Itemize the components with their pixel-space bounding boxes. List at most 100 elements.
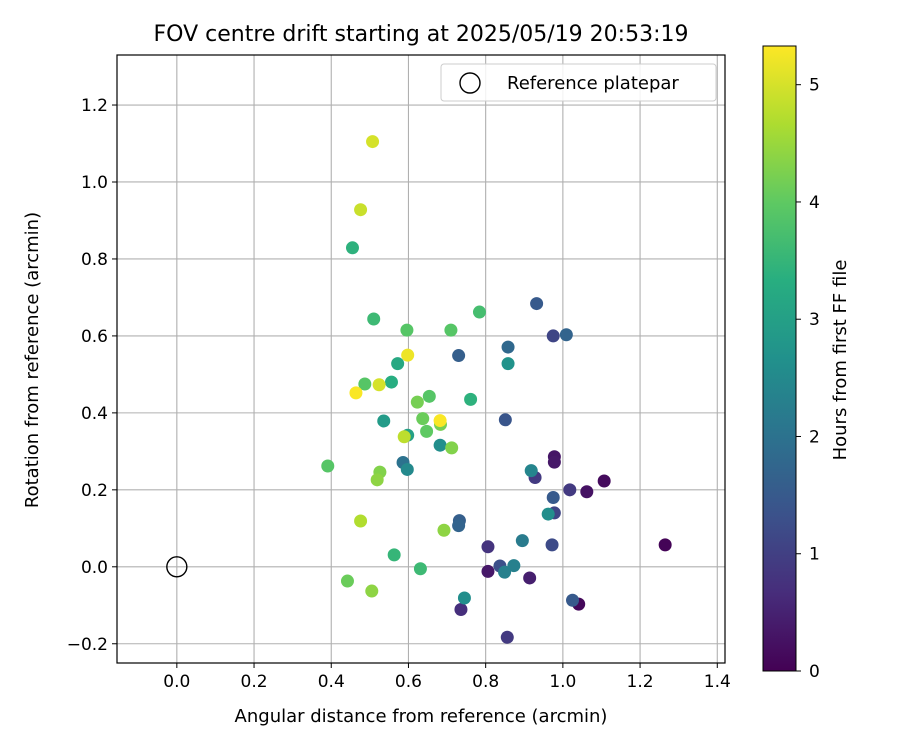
data-point [377,414,391,428]
data-point [384,375,398,389]
grid [117,55,725,663]
colorbar-ticks: 0 1 2 3 4 5 [796,76,820,682]
y-tick-label: 1.0 [81,173,108,193]
data-point [349,386,363,400]
y-axis-ticks: −0.2 0.0 0.2 0.4 0.6 0.8 1.0 1.2 [67,96,117,655]
colorbar-label: Hours from first FF file [830,260,851,461]
x-tick-label: 1.0 [549,672,576,692]
data-point [452,349,466,363]
y-tick-label: 0.6 [81,327,108,347]
y-tick-label: 1.2 [81,96,108,116]
data-point [370,473,384,487]
data-point [401,348,415,362]
data-point [444,323,458,337]
data-point [410,395,424,409]
chart-title: FOV centre drift starting at 2025/05/19 … [154,22,689,47]
data-point [515,534,529,548]
data-point [498,413,512,427]
data-point [501,357,515,371]
data-point [372,378,386,392]
y-tick-label: 0.0 [81,558,108,578]
reference-point [166,556,188,578]
data-point [500,630,514,644]
data-point [454,603,468,617]
legend: Reference platepar [440,63,717,102]
data-point [658,538,672,552]
x-tick-label: 0.4 [318,672,345,692]
data-point [563,483,577,497]
data-point [457,591,471,605]
data-point [433,438,447,452]
x-axis-ticks: 0.0 0.2 0.4 0.6 0.8 1.0 1.2 1.4 [163,663,731,692]
x-tick-label: 0.0 [163,672,190,692]
data-point [400,462,414,476]
data-point [365,584,379,598]
data-point [397,430,411,444]
data-point [354,514,368,528]
data-point [400,323,414,337]
colorbar-tick-label: 2 [809,427,820,447]
y-tick-label: 0.8 [81,250,108,270]
data-point [524,464,538,478]
data-point [545,538,559,552]
data-point [366,135,380,149]
colorbar-tick-label: 3 [809,310,820,330]
data-point [416,412,430,426]
colorbar-gradient [762,45,797,672]
data-point [566,593,580,607]
y-tick-label: 0.4 [81,404,108,424]
data-point [530,297,544,311]
data-points [321,135,672,644]
data-point [413,562,427,576]
data-point [345,241,359,255]
data-point [321,459,335,473]
data-point [391,357,405,371]
data-point [546,491,560,505]
data-point [507,559,521,573]
data-point [340,574,354,588]
data-point [445,441,459,455]
colorbar-tick-label: 1 [809,545,820,565]
data-point [498,565,512,579]
data-point [481,540,495,554]
plot-frame [116,54,726,664]
data-point [422,389,436,403]
colorbar: 0 1 2 3 4 5 Hours from first FF file [762,45,851,682]
data-point [437,523,451,537]
y-axis-label: Rotation from reference (arcmin) [22,212,43,508]
data-point [358,377,372,391]
y-tick-label: −0.2 [67,635,108,655]
data-point [472,305,486,319]
colorbar-tick-label: 5 [809,76,820,96]
data-point [464,392,478,406]
x-tick-label: 0.6 [395,672,422,692]
data-point [387,548,401,562]
x-axis-label: Angular distance from reference (arcmin) [235,706,608,727]
colorbar-tick-label: 4 [809,193,820,213]
data-point [523,571,537,585]
data-point [546,329,560,343]
legend-label: Reference platepar [507,73,679,94]
x-tick-label: 1.2 [627,672,654,692]
data-point [547,455,561,469]
data-point [559,328,573,342]
data-point [501,340,515,354]
data-point [354,203,368,217]
legend-marker-icon [459,72,481,94]
x-tick-label: 0.2 [241,672,268,692]
x-tick-label: 1.4 [704,672,731,692]
data-point [367,312,381,326]
data-point [452,519,466,533]
data-point [580,485,594,499]
x-tick-label: 0.8 [472,672,499,692]
legend-box [440,63,717,102]
colorbar-tick-label: 0 [809,662,820,682]
y-tick-label: 0.2 [81,481,108,501]
data-point [481,564,495,578]
data-point [541,507,555,521]
data-point [420,424,434,438]
data-point [597,474,611,488]
data-point [433,414,447,428]
